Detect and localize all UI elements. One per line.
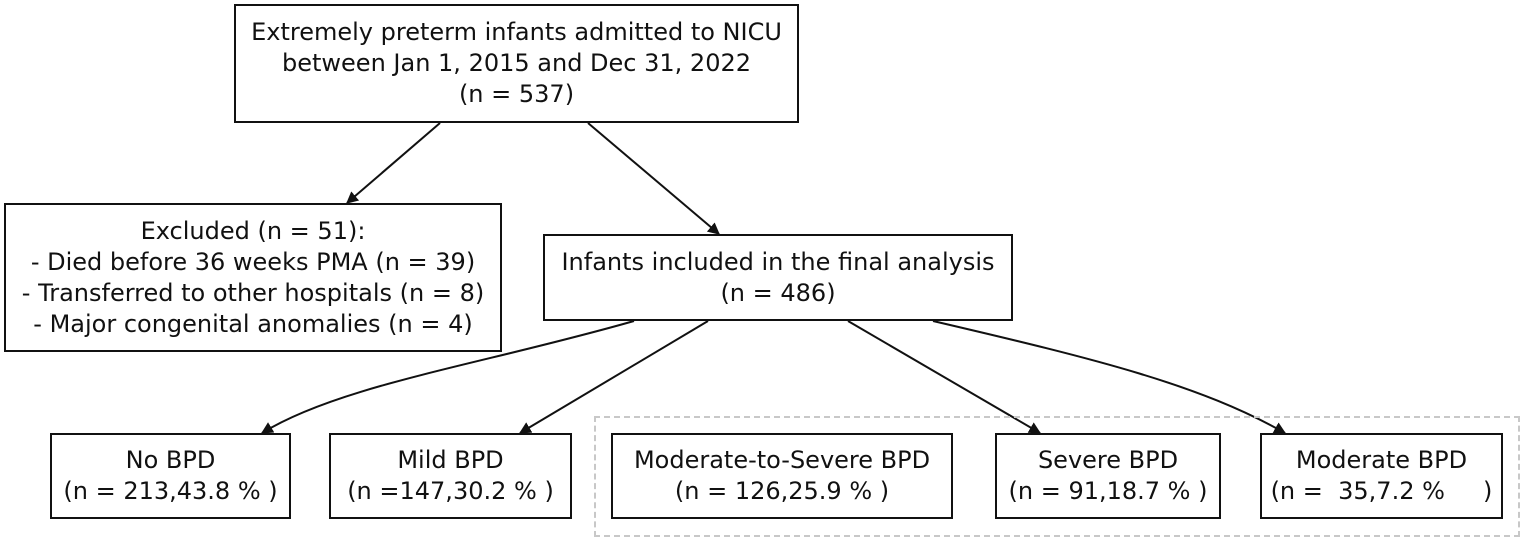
excluded-line-1: Excluded (n = 51): bbox=[140, 216, 366, 245]
excluded-line-2: - Died before 36 weeks PMA (n = 39) bbox=[30, 247, 476, 276]
arrow-to-no-bpd bbox=[260, 320, 635, 434]
no-bpd-count: (n = 213,43.8 % ) bbox=[63, 477, 278, 505]
moderate-bpd-label: Moderate BPD bbox=[1295, 446, 1468, 474]
moderate-to-severe-bpd-label: Moderate-to-Severe BPD bbox=[633, 446, 931, 474]
excluded-line-3: - Transferred to other hospitals (n = 8) bbox=[21, 278, 485, 307]
included-line-2: (n = 486) bbox=[720, 278, 836, 307]
severe-bpd-count: (n = 91,18.7 % ) bbox=[1008, 477, 1208, 505]
arrow-to-excluded bbox=[346, 122, 441, 204]
included-box: Infants included in the final analysis (… bbox=[543, 234, 1013, 321]
excluded-line-4: - Major congenital anomalies (n = 4) bbox=[33, 309, 473, 338]
moderate-to-severe-group bbox=[594, 416, 1520, 537]
moderate-bpd-box: Moderate BPD (n = 35,7.2 % ) bbox=[1260, 433, 1503, 519]
moderate-to-severe-bpd-count: (n = 126,25.9 % ) bbox=[674, 477, 890, 505]
mild-bpd-count: (n =147,30.2 % ) bbox=[347, 477, 554, 505]
included-line-1: Infants included in the final analysis bbox=[561, 247, 995, 276]
severe-bpd-box: Severe BPD (n = 91,18.7 % ) bbox=[995, 433, 1221, 519]
excluded-box: Excluded (n = 51): - Died before 36 week… bbox=[4, 203, 502, 352]
arrow-to-included bbox=[587, 122, 720, 235]
mild-bpd-box: Mild BPD (n =147,30.2 % ) bbox=[329, 433, 572, 519]
admitted-line-2: between Jan 1, 2015 and Dec 31, 2022 bbox=[282, 49, 751, 77]
admitted-box: Extremely preterm infants admitted to NI… bbox=[234, 4, 799, 123]
arrow-to-mild-bpd bbox=[518, 320, 709, 434]
no-bpd-label: No BPD bbox=[125, 446, 216, 474]
arrow-to-moderate-bpd bbox=[932, 320, 1287, 434]
arrow-to-severe-bpd bbox=[847, 320, 1042, 434]
severe-bpd-label: Severe BPD bbox=[1037, 446, 1179, 474]
mild-bpd-label: Mild BPD bbox=[397, 446, 504, 474]
moderate-bpd-count: (n = 35,7.2 % ) bbox=[1270, 477, 1493, 505]
admitted-line-3: (n = 537) bbox=[458, 80, 575, 108]
admitted-line-1: Extremely preterm infants admitted to NI… bbox=[251, 18, 782, 46]
no-bpd-box: No BPD (n = 213,43.8 % ) bbox=[50, 433, 291, 519]
moderate-to-severe-bpd-box: Moderate-to-Severe BPD (n = 126,25.9 % ) bbox=[611, 433, 953, 519]
